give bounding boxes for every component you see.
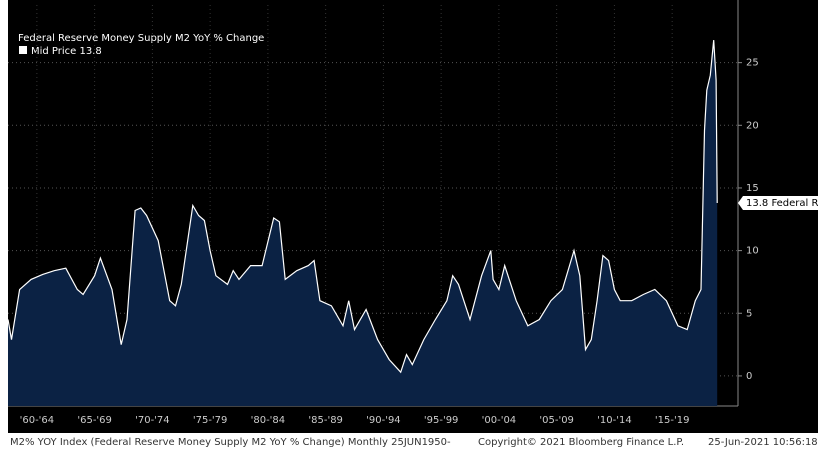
- x-tick-label: '75-'79: [193, 415, 228, 426]
- footer-left: M2% YOY Index (Federal Reserve Money Sup…: [10, 437, 451, 448]
- x-tick-label: '10-'14: [597, 415, 632, 426]
- y-tick-label: 20: [746, 120, 759, 131]
- y-tick-label: 0: [746, 371, 752, 382]
- x-tick-label: '65-'69: [77, 415, 112, 426]
- y-tick-label: 5: [746, 308, 752, 319]
- line: [7, 40, 718, 374]
- legend-swatch: [19, 46, 27, 54]
- legend-label: Mid Price 13.8: [31, 46, 102, 57]
- chart-title: Federal Reserve Money Supply M2 YoY % Ch…: [18, 33, 264, 44]
- area: [8, 40, 718, 406]
- x-tick-label: '85-'89: [308, 415, 343, 426]
- x-tick-label: '80-'84: [251, 415, 286, 426]
- last-value-marker: [738, 195, 818, 210]
- footer-mid: Copyright© 2021 Bloomberg Finance L.P.: [478, 437, 684, 448]
- y-tick-label: 15: [746, 183, 759, 194]
- last-value-label: 13.8 Federal R: [746, 198, 818, 209]
- x-tick-label: '90-'94: [366, 415, 401, 426]
- y-tick-label: 25: [746, 58, 759, 69]
- x-tick-label: '00-'04: [482, 415, 517, 426]
- footer-right: 25-Jun-2021 10:56:18: [708, 437, 818, 448]
- x-tick-label: '60-'64: [20, 415, 55, 426]
- x-tick-label: '70-'74: [135, 415, 170, 426]
- y-tick-label: 10: [746, 246, 759, 257]
- x-tick-label: '95-'99: [424, 415, 459, 426]
- x-tick-label: '05-'09: [539, 415, 574, 426]
- x-tick-label: '15-'19: [655, 415, 690, 426]
